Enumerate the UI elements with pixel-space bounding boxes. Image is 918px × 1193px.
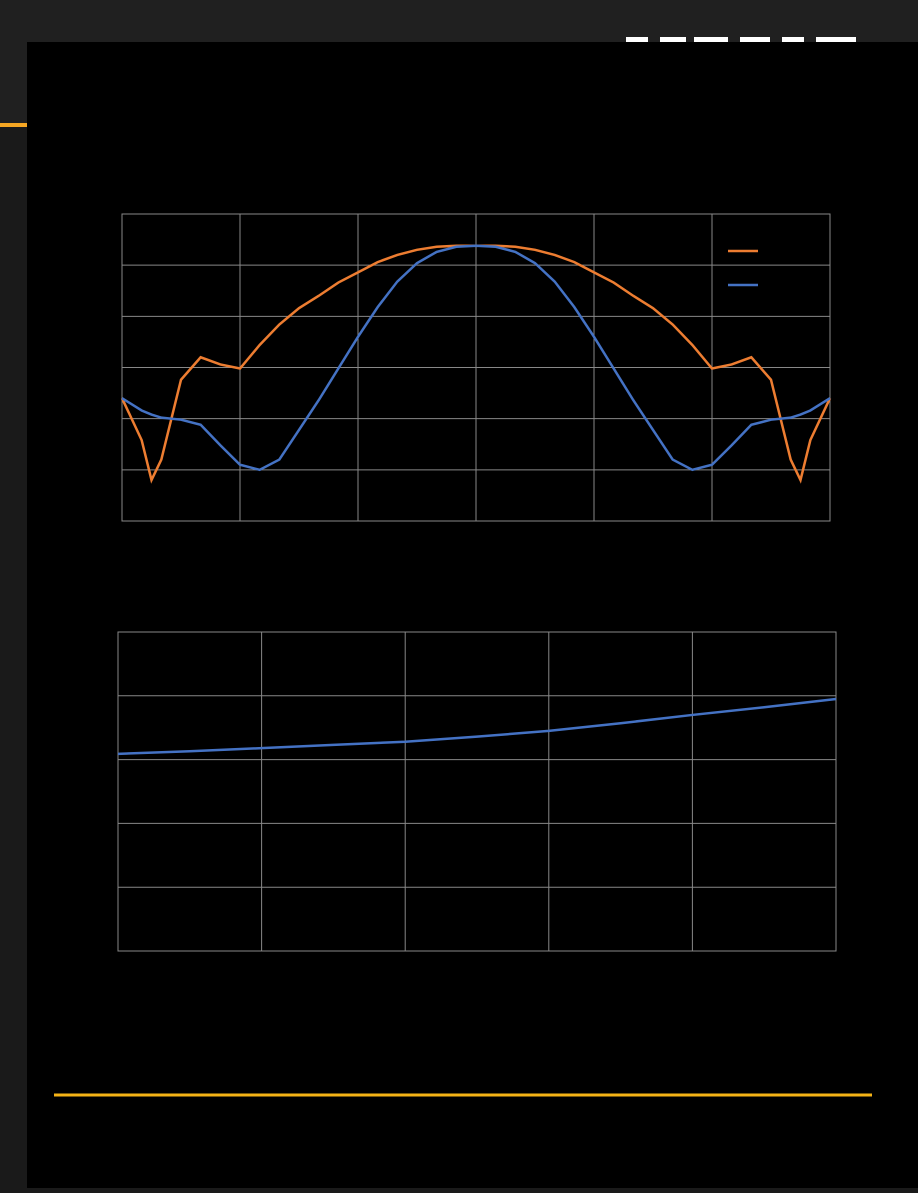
series-line [121, 244, 831, 472]
series-line [117, 697, 837, 756]
header-accent [0, 123, 27, 127]
plot-area [117, 631, 837, 952]
logo-fragment [626, 37, 856, 42]
